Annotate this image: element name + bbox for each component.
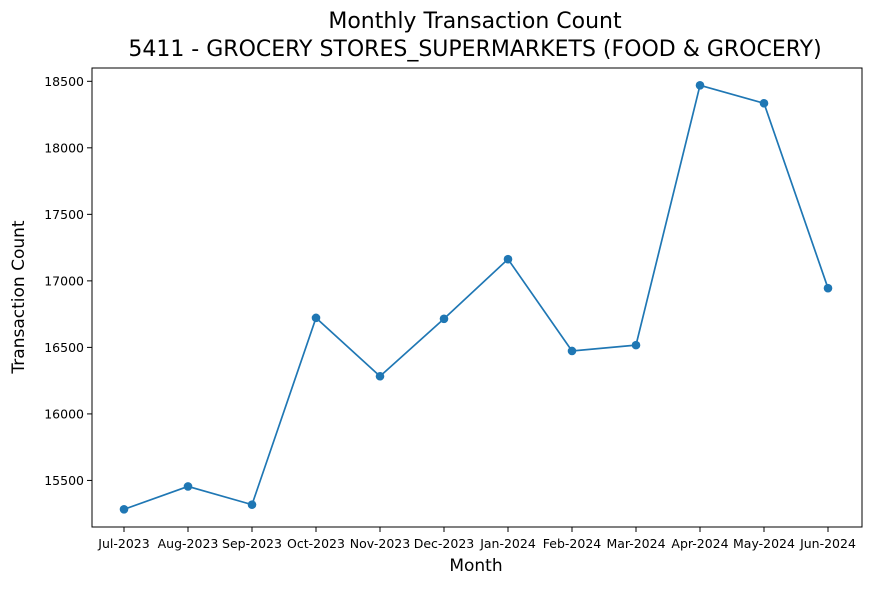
data-point [439, 314, 449, 324]
data-point [631, 340, 641, 350]
x-axis-label: Month [449, 556, 502, 576]
y-tick-label: 16500 [44, 340, 84, 355]
data-point [759, 98, 769, 108]
x-tick-label: Mar-2024 [606, 536, 665, 551]
plot-frame [91, 67, 863, 528]
plot-area: 15500 16000 16500 17000 17500 18000 18500 Jul-2… [44, 67, 863, 551]
y-tick-label: 17000 [44, 273, 84, 288]
data-point [567, 346, 577, 356]
data-point [183, 482, 193, 491]
chart-subtitle: 5411 - GROCERY STORES_SUPERMARKETS (FOOD… [128, 37, 821, 62]
x-tick-label: Nov-2023 [350, 536, 410, 551]
data-point [375, 371, 385, 381]
series-line [123, 84, 829, 511]
y-tick-label: 18500 [44, 74, 84, 89]
x-tick-label: Apr-2024 [671, 536, 728, 551]
y-tick-label: 17500 [44, 207, 84, 222]
x-tick-label: Dec-2023 [414, 536, 475, 551]
data-point [119, 505, 129, 514]
data-point [247, 500, 257, 509]
x-tick-label: Jul-2023 [97, 536, 149, 551]
chart-title: Monthly Transaction Count [328, 9, 622, 34]
x-tick-label: Aug-2023 [158, 536, 219, 551]
x-tick-label: Feb-2024 [543, 536, 602, 551]
y-tick-label: 15500 [44, 473, 84, 488]
data-point [823, 283, 833, 293]
x-tick-label: Jan-2024 [479, 536, 536, 551]
x-tick-label: Jun-2024 [799, 536, 856, 551]
y-axis-label: Transaction Count [9, 220, 29, 374]
x-tick-label: Oct-2023 [287, 536, 345, 551]
y-tick-label: 16000 [44, 406, 84, 421]
y-tick-label: 18000 [44, 140, 84, 155]
data-point [311, 313, 321, 323]
data-point [695, 80, 705, 90]
x-tick-label: May-2024 [733, 536, 795, 551]
data-point [503, 254, 513, 264]
x-tick-label: Sep-2023 [222, 536, 282, 551]
